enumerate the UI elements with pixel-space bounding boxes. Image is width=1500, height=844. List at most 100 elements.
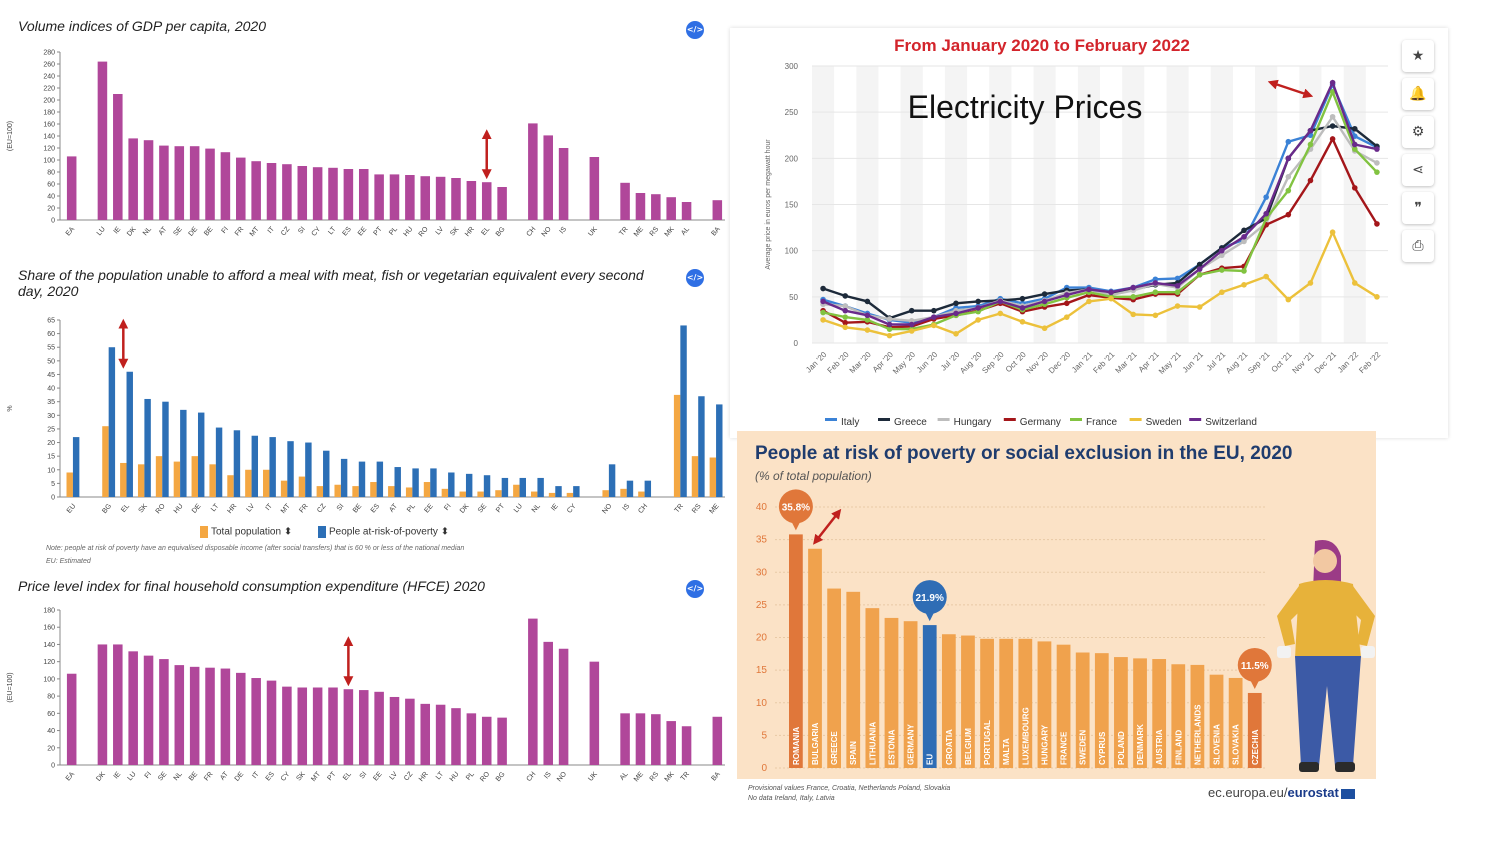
gdp-x-tick-label: DK <box>126 226 138 238</box>
gdp-x-tick-label: AL <box>680 226 691 237</box>
poverty-callout-label: 11.5% <box>1241 661 1269 672</box>
electricity-point-sweden <box>1108 295 1114 302</box>
gdp-bar-SK <box>451 178 461 220</box>
hfce-y-tick-label: 80 <box>47 694 55 701</box>
poverty-bar-luxembourg <box>1018 638 1033 768</box>
poverty-bar-label: LUXEMBOURG <box>1021 707 1030 765</box>
gdp-x-tick-label: CY <box>311 226 323 238</box>
bell-icon[interactable]: 🔔 <box>1402 78 1434 110</box>
meal-x-tick-label: IS <box>622 503 632 513</box>
poverty-y-tick-label: 30 <box>756 567 768 578</box>
electricity-point-switzerland <box>997 298 1004 305</box>
electricity-legend-swatch-germany <box>1003 418 1016 421</box>
electricity-point-sweden <box>1374 294 1380 300</box>
electricity-legend-sweden: Sweden <box>1146 417 1182 428</box>
poverty-bar-label: FRANCE <box>1060 731 1069 765</box>
electricity-overlay-label: Electricity Prices <box>908 89 1143 125</box>
meal-x-tick-label: DE <box>191 503 203 515</box>
electricity-legend-swatch-italy <box>825 418 837 421</box>
hfce-x-tick-label: EE <box>372 771 384 783</box>
share-icon[interactable]: ⋖ <box>1402 154 1434 186</box>
electricity-point-greece <box>908 307 915 314</box>
meal-x-tick-label: ES <box>370 503 382 515</box>
meal-x-tick-label: AT <box>388 502 399 514</box>
meal-bar-SK-0 <box>137 464 145 497</box>
hfce-bar-CZ <box>405 698 415 765</box>
gdp-bar-MK <box>666 197 676 220</box>
meal-bar-FI-0 <box>441 488 449 497</box>
print-icon[interactable]: ⎙ <box>1402 230 1434 262</box>
meal-x-tick-label: RO <box>155 502 167 515</box>
gear-icon[interactable]: ⚙ <box>1402 116 1434 148</box>
gdp-bar-AL <box>681 202 692 220</box>
gdp-embed-icon[interactable]: </> <box>686 21 704 39</box>
hfce-x-tick-label: EA <box>65 771 77 783</box>
meal-y-tick-label: 35 <box>47 399 55 406</box>
electricity-y-tick-label: 0 <box>794 339 799 348</box>
electricity-point-switzerland <box>1108 289 1114 296</box>
electricity-point-greece <box>931 307 937 314</box>
meal-bar-EL-1 <box>126 371 133 497</box>
meal-bar-NO-0 <box>602 490 609 497</box>
hfce-x-tick-label: UK <box>587 771 599 783</box>
meal-x-tick-label: PT <box>495 502 507 514</box>
electricity-point-switzerland <box>1063 292 1070 298</box>
meal-legend-total[interactable]: Total population ⬍ <box>200 526 292 538</box>
electricity-point-sweden <box>1063 314 1070 320</box>
gdp-x-tick-label: MT <box>249 225 261 238</box>
gdp-bar-LT <box>328 167 338 220</box>
electricity-point-switzerland <box>842 307 849 314</box>
electricity-point-sweden <box>886 332 893 339</box>
hfce-y-label: (EU=100) <box>7 672 14 702</box>
hfce-bar-BE <box>189 666 200 765</box>
poverty-note-provisional: Provisional values France, Croatia, Neth… <box>748 785 951 792</box>
meal-bar-chart: 0 5 10 15 20 25 30 35 40 45 50 55 60 65% EU BG EL SK RO HU D… <box>7 318 725 515</box>
meal-legend-risk[interactable]: People at-risk-of-poverty ⬍ <box>318 526 449 538</box>
poverty-panel: People at risk of poverty or social excl… <box>737 431 1376 779</box>
gdp-x-tick-label: EL <box>480 226 491 237</box>
meal-x-tick-label: HU <box>173 503 185 515</box>
poverty-bar-france <box>1056 644 1071 768</box>
gdp-x-tick-label: DE <box>188 226 200 238</box>
electricity-point-switzerland <box>1285 155 1292 162</box>
poverty-bar-spain <box>846 591 861 768</box>
person-right-shoe <box>1335 762 1355 772</box>
star-icon[interactable]: ★ <box>1402 40 1434 72</box>
electricity-point-germany <box>1329 136 1336 142</box>
electricity-line-hungary <box>822 114 1378 323</box>
meal-x-tick-label: LU <box>513 503 524 514</box>
electricity-point-switzerland <box>1219 247 1225 254</box>
electricity-point-greece <box>975 298 981 305</box>
poverty-bar-label: DENMARK <box>1136 724 1145 765</box>
meal-bar-TR-1 <box>680 325 687 497</box>
eurostat-link[interactable]: ec.europa.eu/eurostat <box>1208 785 1355 800</box>
electricity-point-switzerland <box>1351 141 1358 148</box>
legend-total-label: Total population ⬍ <box>211 526 293 538</box>
hfce-bar-AL <box>620 713 630 765</box>
gdp-bar-PT <box>374 174 384 220</box>
gdp-x-tick-label: CZ <box>280 225 292 237</box>
gdp-bar-PL <box>389 174 400 220</box>
poverty-bar-austria <box>1152 659 1167 768</box>
hfce-x-tick-label: MK <box>664 771 676 784</box>
gdp-bar-LU <box>97 61 108 220</box>
hfce-bar-FR <box>205 667 215 765</box>
meal-embed-icon[interactable]: </> <box>686 269 704 287</box>
electricity-point-greece <box>1351 125 1358 132</box>
poverty-bar-bulgaria <box>808 548 822 768</box>
hfce-embed-icon[interactable]: </> <box>686 580 704 598</box>
gdp-y-label: (EU=100) <box>7 121 14 151</box>
electricity-point-france <box>864 317 871 323</box>
meal-x-tick-label: IT <box>265 502 275 512</box>
hfce-y-tick-label: 180 <box>43 608 55 615</box>
poverty-y-tick-label: 35 <box>756 535 768 546</box>
hfce-x-tick-label: ES <box>265 771 277 783</box>
meal-y-tick-label: 65 <box>47 318 55 325</box>
quote-icon[interactable]: ❞ <box>1402 192 1434 224</box>
electricity-y-tick-label: 150 <box>785 201 799 210</box>
meal-y-tick-label: 20 <box>47 440 55 447</box>
electricity-point-greece <box>953 300 959 307</box>
hfce-bar-CY <box>282 686 292 765</box>
hfce-bar-EA <box>66 673 77 765</box>
hfce-x-tick-label: RO <box>479 770 491 783</box>
